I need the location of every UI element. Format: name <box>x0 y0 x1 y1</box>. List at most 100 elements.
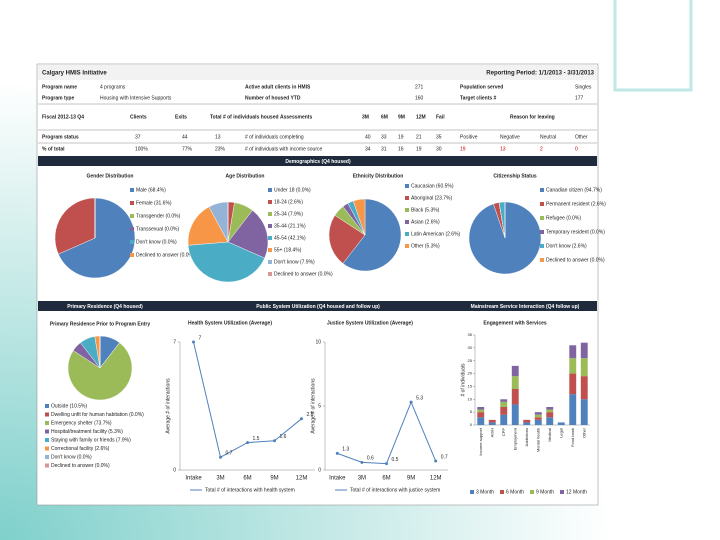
pie-slice <box>54 197 96 255</box>
table-cell: 4 programs <box>100 84 126 90</box>
legend-swatch <box>405 208 409 212</box>
table-cell: 100% <box>135 146 148 152</box>
table-cell: 2 <box>540 146 543 152</box>
legend-label: Other (5.3%) <box>411 243 440 249</box>
table-cell: Exits <box>175 114 187 120</box>
legend-swatch <box>268 236 272 240</box>
x-tick-label: Food bank <box>570 428 575 447</box>
x-tick-label: 6M <box>382 476 390 482</box>
legend-swatch <box>45 446 49 451</box>
point <box>409 400 413 404</box>
table-cell: Program type <box>42 95 74 101</box>
bar-segment <box>488 419 496 423</box>
legend-swatch <box>405 232 409 236</box>
x-tick-label: 3M <box>358 476 366 482</box>
legend-label: Canadian citizen (94.7%) <box>546 187 602 193</box>
bar-segment <box>511 404 519 425</box>
chart-title: Engagement with Services <box>483 320 547 326</box>
x-tick-label: 12M <box>296 476 308 482</box>
x-tick-label: CPP <box>501 428 506 437</box>
legend-swatch <box>268 272 272 276</box>
legend-swatch <box>130 201 134 205</box>
x-tick-label: Addictions <box>524 428 529 446</box>
y-tick-label: 0 <box>470 422 473 427</box>
bar-segment <box>546 409 554 413</box>
bar-segment <box>546 417 554 425</box>
table-cell: 16 <box>398 146 404 152</box>
bar-segment <box>534 412 542 415</box>
table-cell: Program status <box>42 134 79 140</box>
legend-swatch <box>540 230 544 234</box>
legend-label: Don't know (0.0%) <box>51 454 92 460</box>
legend-label: 12 Month <box>566 489 587 495</box>
legend-swatch <box>540 216 544 220</box>
bar-segment <box>557 422 565 425</box>
table-cell: 21 <box>416 134 422 140</box>
legend-label: Under 18 (0.0%) <box>274 187 311 193</box>
x-tick-label: Medical <box>547 428 552 442</box>
legend-label: 35-44 (21.1%) <box>274 223 306 229</box>
legend-label: Latin American (2.6%) <box>411 231 461 237</box>
table-cell: Positive <box>460 134 478 140</box>
legend-label: Don't know (0.0%) <box>136 239 177 245</box>
legend-label: Black (5.3%) <box>411 207 440 213</box>
y-tick-label: 15 <box>468 383 473 388</box>
legend-label: Declined to answer (0.0%) <box>546 257 605 263</box>
legend-label: Emergency shelter (73.7%) <box>51 420 112 426</box>
legend-swatch <box>45 429 49 434</box>
x-tick-label: Employment <box>512 427 517 450</box>
legend-label: Declined to answer (0.0%) <box>51 463 110 469</box>
y-tick-label: 0 <box>318 467 321 473</box>
table-cell: Neutral <box>540 134 556 140</box>
table-cell: 271 <box>415 84 424 90</box>
legend-label: Don't know (7.9%) <box>274 259 315 265</box>
point <box>385 462 388 466</box>
y-tick-label: 7 <box>173 339 176 345</box>
x-tick-label: 6M <box>243 476 251 482</box>
legend-swatch <box>560 490 564 494</box>
legend-swatch <box>405 196 409 200</box>
legend-label: 6 Month <box>506 489 524 495</box>
y-tick-label: 10 <box>468 396 473 401</box>
table-cell: # of individuals with income source <box>245 146 322 152</box>
legend-swatch <box>530 490 534 494</box>
legend-label: Total # of interactions with justice sys… <box>350 487 440 493</box>
legend-label: 55+ (18.4%) <box>274 247 302 253</box>
x-tick-label: 9M <box>407 476 415 482</box>
legend-swatch <box>405 220 409 224</box>
table-cell: Reason for leaving <box>510 114 555 120</box>
x-tick-label: Other <box>581 427 586 438</box>
legend-label: Outside (10.5%) <box>51 403 87 409</box>
chart-title: Age Distribution <box>226 173 265 179</box>
data-label: 1.5 <box>253 436 260 442</box>
legend-label: Caucasian (60.5%) <box>411 183 454 189</box>
point <box>246 441 249 445</box>
table-cell: Other <box>575 134 588 140</box>
point <box>335 451 339 455</box>
table-cell: 77% <box>182 146 193 152</box>
legend-label: Declined to answer (0.0%) <box>274 271 333 277</box>
legend-swatch <box>130 227 134 231</box>
x-tick-label: Income support <box>478 427 483 455</box>
bar-segment <box>534 414 542 418</box>
bar-segment <box>477 412 485 418</box>
table-cell: Population served <box>460 84 503 90</box>
y-tick-label: 5 <box>318 403 321 409</box>
data-label: 0.7 <box>441 454 448 460</box>
chart-title: Gender Distribution <box>87 173 134 179</box>
table-cell: 19 <box>416 146 422 152</box>
bar-segment <box>511 365 519 377</box>
section-title: Demographics (Q4 housed) <box>285 159 351 165</box>
legend-swatch <box>268 200 272 204</box>
x-tick-label: Intake <box>185 476 202 482</box>
table-cell: 13 <box>215 134 221 140</box>
bar-segment <box>500 407 508 415</box>
data-label: 0.5 <box>392 457 399 463</box>
data-label: 1.3 <box>342 447 349 453</box>
chart-title: Ethnicity Distribution <box>353 173 404 179</box>
bar-segment <box>580 358 588 377</box>
legend-label: Male (68.4%) <box>136 187 166 193</box>
bar-segment <box>580 399 588 425</box>
legend-swatch <box>268 224 272 228</box>
legend-label: Permanent resident (2.6%) <box>546 201 606 207</box>
